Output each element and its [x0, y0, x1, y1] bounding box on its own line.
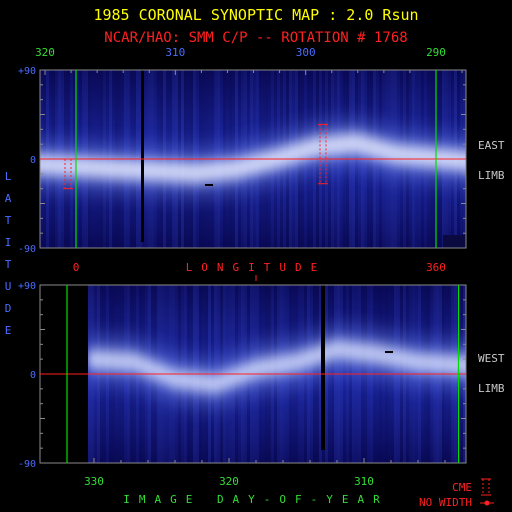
cme-marker	[63, 158, 73, 190]
latitude-label-letter: E	[5, 324, 12, 337]
latitude-label-letter: T	[5, 214, 12, 227]
east-limb-top-axis: 320 310 300 290	[35, 46, 446, 59]
east-limb-panel	[39, 69, 467, 249]
west-limb-band-core	[88, 340, 466, 393]
west-limb-panel	[39, 284, 467, 464]
longitude-axis: 0 360	[73, 261, 446, 281]
no-width-legend-symbol	[480, 500, 494, 506]
top-axis-tick-label: 310	[165, 46, 185, 59]
latitude-label-letter: D	[5, 302, 12, 315]
longitude-axis-label: LONGITUDE	[186, 261, 327, 274]
cme-legend-label: CME	[452, 481, 472, 494]
east-limb-y-axis: +90 0 -90	[18, 66, 36, 255]
map-title: 1985 CORONAL SYNOPTIC MAP : 2.0 Rsun	[93, 6, 418, 24]
longitude-tick-label: 0	[73, 261, 80, 274]
latitude-label-letter: U	[5, 280, 12, 293]
east-label: EAST	[478, 139, 505, 152]
latitude-tick-label: +90	[18, 66, 36, 77]
map-subtitle: NCAR/HAO: SMM C/P -- ROTATION # 1768	[104, 30, 407, 46]
no-width-legend-label: NO WIDTH	[419, 496, 472, 509]
top-axis-tick-label: 320	[35, 46, 55, 59]
longitude-tick-label: 360	[426, 261, 446, 274]
latitude-label-letter: L	[5, 170, 12, 183]
latitude-label-letter: A	[5, 192, 12, 205]
latitude-tick-label: +90	[18, 281, 36, 292]
top-axis-tick-label: 290	[426, 46, 446, 59]
latitude-label-letter: I	[5, 236, 12, 249]
day-of-year-axis: 330 320 310	[84, 475, 374, 488]
top-axis-tick-label: 300	[296, 46, 316, 59]
day-tick-label: 330	[84, 475, 104, 488]
west-limb-green-lines	[66, 285, 460, 463]
day-of-year-axis-label: IMAGE DAY-OF-YEAR	[123, 493, 389, 506]
east-limb-cme-markers	[63, 123, 328, 190]
limb-label-east: LIMB	[478, 169, 505, 182]
east-limb-corner-gap	[443, 235, 466, 248]
cme-legend: CME NO WIDTH	[419, 478, 494, 509]
day-tick-label: 310	[354, 475, 374, 488]
east-limb-band-core	[40, 133, 466, 183]
west-limb-y-axis: +90 0 -90	[18, 281, 36, 470]
cme-legend-symbol	[481, 478, 491, 496]
latitude-tick-label: 0	[30, 370, 36, 381]
east-limb-bright-band	[40, 121, 466, 195]
east-limb-data-gap	[141, 70, 144, 242]
day-tick-label: 320	[219, 475, 239, 488]
west-limb-data-gap	[321, 285, 325, 450]
cme-marker	[318, 123, 328, 185]
latitude-tick-label: -90	[18, 244, 36, 255]
west-label: WEST	[478, 352, 505, 365]
west-limb-bright-band	[88, 327, 466, 406]
latitude-tick-label: -90	[18, 459, 36, 470]
latitude-tick-label: 0	[30, 155, 36, 166]
limb-label-west: LIMB	[478, 382, 505, 395]
latitude-label-letter: T	[5, 258, 12, 271]
east-limb-green-lines	[75, 70, 437, 248]
